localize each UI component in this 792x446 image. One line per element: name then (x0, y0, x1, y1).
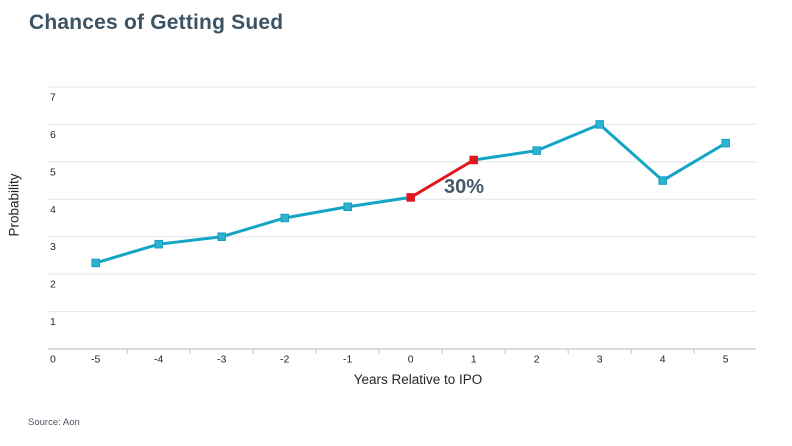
x-tick-label: -2 (280, 354, 289, 366)
series-line (472, 122, 728, 183)
x-tick-label: -5 (91, 354, 100, 366)
x-tick-label: 4 (660, 354, 666, 366)
y-tick-label: 7 (50, 91, 56, 103)
data-point-marker (217, 232, 226, 241)
x-tick-label: 2 (534, 354, 540, 366)
chart-title: Chances of Getting Sued (29, 11, 284, 34)
x-tick-label: -4 (154, 354, 163, 366)
y-tick-label: 0 (50, 354, 56, 366)
y-tick-label: 1 (50, 316, 56, 328)
y-tick-label: 6 (50, 129, 56, 141)
data-point-marker (721, 138, 730, 148)
y-tick-label: 3 (50, 241, 56, 253)
x-tick-label: 0 (408, 354, 414, 366)
x-tick-label: 5 (723, 354, 729, 366)
data-point-marker (154, 239, 163, 249)
data-point-marker (595, 120, 604, 129)
data-point-marker (343, 202, 352, 212)
data-point-marker (658, 176, 667, 185)
data-point-marker (406, 193, 415, 202)
x-tick-label: 1 (471, 354, 477, 366)
y-tick-label: 2 (50, 279, 56, 291)
x-tick-label: -1 (343, 354, 352, 366)
source-note: Source: Aon (28, 417, 80, 428)
highlight-annotation: 30% (444, 176, 485, 198)
y-tick-label: 4 (50, 204, 56, 216)
x-tick-label: 3 (597, 354, 603, 366)
data-point-marker (91, 258, 100, 268)
x-axis-title: Years Relative to IPO (353, 372, 483, 387)
data-point-marker (280, 213, 289, 223)
y-tick-label: 5 (50, 166, 56, 178)
data-point-marker (532, 146, 541, 155)
highlight-segment (409, 158, 476, 199)
data-point-marker (469, 155, 478, 165)
y-axis-title: Probability (6, 173, 22, 237)
series-line (94, 195, 413, 265)
x-tick-label: -3 (217, 354, 226, 366)
